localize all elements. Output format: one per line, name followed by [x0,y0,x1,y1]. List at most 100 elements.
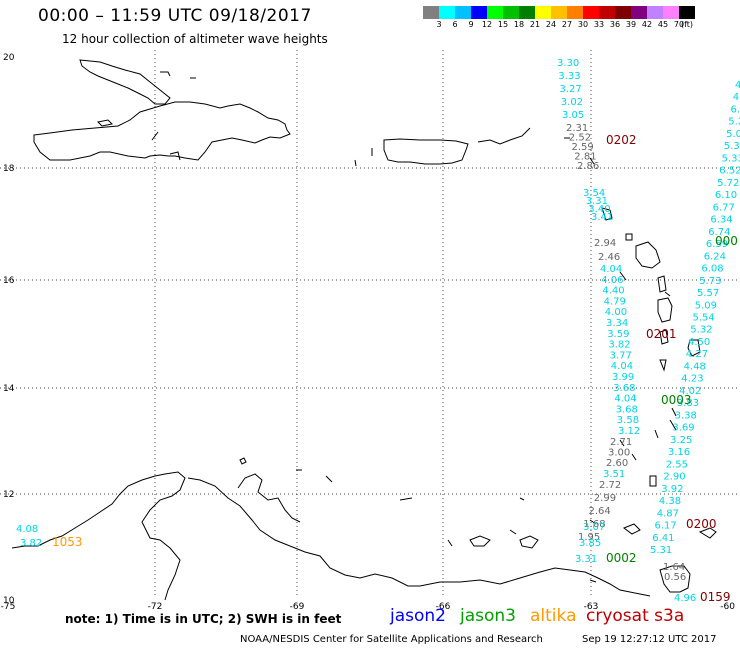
wave-height-label: 3.69 [672,423,694,434]
wave-height-label: 3.27 [560,84,582,95]
wave-height-label: 3.30 [557,58,579,69]
wave-height-label: 6.24 [704,251,726,262]
wave-height-label: 4.40 [602,286,624,297]
legend-swatch [679,6,695,19]
wave-height-label: 4.27 [686,349,708,360]
legend-swatch [631,6,647,19]
wave-height-label: 3.41 [591,212,613,223]
longitude-label: -72 [148,602,163,612]
pass-time-marker: 1053 [52,535,83,549]
latitude-label: 12 [3,490,14,500]
wave-height-label: 3.58 [617,415,639,426]
wave-height-label: 3.59 [607,329,629,340]
legend-label: 27 [561,20,573,29]
coastlines [11,59,717,601]
wave-height-label: 3.12 [618,426,640,437]
coast-st-lucia [659,329,669,345]
credit-text: NOAA/NESDIS Center for Satellite Applica… [240,634,543,645]
coast-small-islands [96,71,677,583]
coast-st-kitts [601,207,613,221]
legend-label: 18 [513,20,525,29]
legend-label: 39 [625,20,637,29]
latitude-label: 14 [3,384,15,394]
legend-label: 6 [452,20,458,29]
wave-height-label: 4 [735,80,740,91]
color-legend: 3 6 9 12 15 18 21 24 27 30 33 36 39 42 45 70 (ft) [423,6,695,31]
wave-height-label: 3.82 [608,340,630,351]
wave-height-label: 2.46 [598,252,620,263]
wave-height-label: 4.23 [681,374,703,385]
wave-height-label: 6.77 [713,202,735,213]
coast-st-vincent [659,359,667,372]
latitude-label: 20 [3,53,15,63]
wave-height-label: 4.96 [674,593,696,604]
wave-height-label: 2.86 [577,161,599,172]
wave-height-label: 5.09 [695,300,717,311]
satellite-jason2-label: jason2 [390,606,446,626]
chart-subtitle: 12 hour collection of altimeter wave hei… [62,32,328,46]
wave-height-label: 4 [733,92,739,103]
wave-height-label: 4.04 [600,264,622,275]
longitude-label: -63 [584,602,599,612]
wave-height-label: 4.00 [605,307,627,318]
legend-swatch [519,6,535,19]
coast-haiti-north [79,59,171,105]
wave-height-label: 5.37 [724,141,740,152]
wave-height-label: 6.41 [652,533,674,544]
wave-height-label: 1.95 [578,532,600,543]
wave-height-label: 3.00 [608,448,630,459]
legend-swatch [503,6,519,19]
legend-label: 9 [468,20,474,29]
pass-time-marker: 0200 [686,517,717,531]
legend-swatch [663,6,679,19]
wave-height-label: 2.90 [663,472,685,483]
wave-height-label: 2.59 [572,142,594,153]
wave-height-label: 3.16 [668,447,690,458]
wave-height-label: 3.51 [603,469,625,480]
wave-height-label: 6.74 [708,227,730,238]
legend-label: (ft) [680,20,694,29]
latitude-label: 10 [3,596,15,606]
wave-height-label: 3.77 [610,350,632,361]
legend-swatch [551,6,567,19]
wave-height-label: 5.54 [693,313,715,324]
wave-height-label: 3.25 [670,435,692,446]
legend-swatch [615,6,631,19]
chart-title: 00:00 – 11:59 UTC 09/18/2017 [38,6,312,26]
coast-south-america [11,471,651,601]
satellite-jason3-label: jason3 [460,606,516,626]
coast-trinidad [659,565,691,593]
legend-swatch [535,6,551,19]
wave-height-label: 3.31 [586,196,608,207]
longitude-label: -69 [290,602,305,612]
legend-label: 36 [609,20,621,29]
wave-height-label: 3.31 [575,554,597,565]
legend-swatch [487,6,503,19]
wave-height-label: 6. [731,105,740,116]
legend-label: 12 [481,20,493,29]
wave-height-label: 4.08 [16,524,38,535]
coast-tobago [698,527,717,539]
wave-height-label: 3.92 [661,484,683,495]
pass-time-marker: 0159 [700,590,731,604]
legend-labels: 3 6 9 12 15 18 21 24 27 30 33 36 39 42 45 70 (ft) [423,19,695,31]
legend-swatch [455,6,471,19]
coast-antigua [625,233,633,241]
coast-aruba [239,457,247,465]
legend-label: 15 [497,20,509,29]
wave-height-label: 2.64 [589,506,611,517]
wave-height-label: 5.57 [697,288,719,299]
wave-height-label: 1.68 [583,519,605,530]
wave-height-label: 5.32 [690,325,712,336]
legend-swatch [599,6,615,19]
satellite-altika-label: altika [530,606,577,626]
wave-height-label: 5.33 [722,153,740,164]
wave-height-label: 2.94 [594,238,616,249]
legend-label: 30 [577,20,589,29]
wave-height-label: 4.38 [659,496,681,507]
legend-label: 45 [657,20,669,29]
wave-height-label: 3.07 [583,522,605,533]
latitude-label: 18 [3,164,15,174]
coast-bvi [477,127,531,145]
